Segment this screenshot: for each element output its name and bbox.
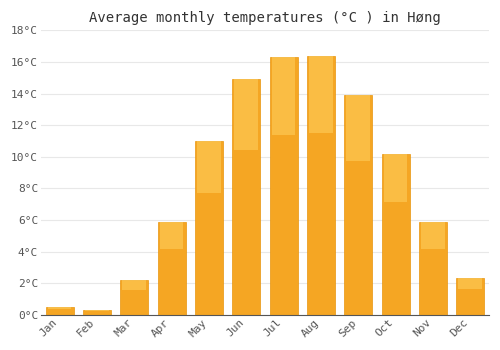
Bar: [456, 278, 484, 315]
Bar: [458, 278, 482, 289]
Bar: [48, 307, 72, 309]
Bar: [46, 307, 74, 315]
Bar: [309, 56, 333, 133]
Bar: [158, 222, 186, 315]
Bar: [346, 95, 370, 161]
Bar: [122, 280, 146, 290]
Bar: [197, 141, 221, 193]
Bar: [419, 222, 447, 315]
Bar: [270, 57, 297, 315]
Bar: [83, 310, 111, 315]
Bar: [421, 222, 445, 250]
Bar: [195, 141, 223, 315]
Bar: [232, 79, 260, 315]
Bar: [272, 57, 295, 134]
Bar: [234, 79, 258, 150]
Bar: [160, 222, 184, 250]
Title: Average monthly temperatures (°C ) in Høng: Average monthly temperatures (°C ) in Hø…: [89, 11, 441, 25]
Bar: [85, 310, 109, 312]
Bar: [384, 154, 407, 202]
Bar: [120, 280, 148, 315]
Bar: [344, 95, 372, 315]
Bar: [307, 56, 335, 315]
Bar: [382, 154, 409, 315]
